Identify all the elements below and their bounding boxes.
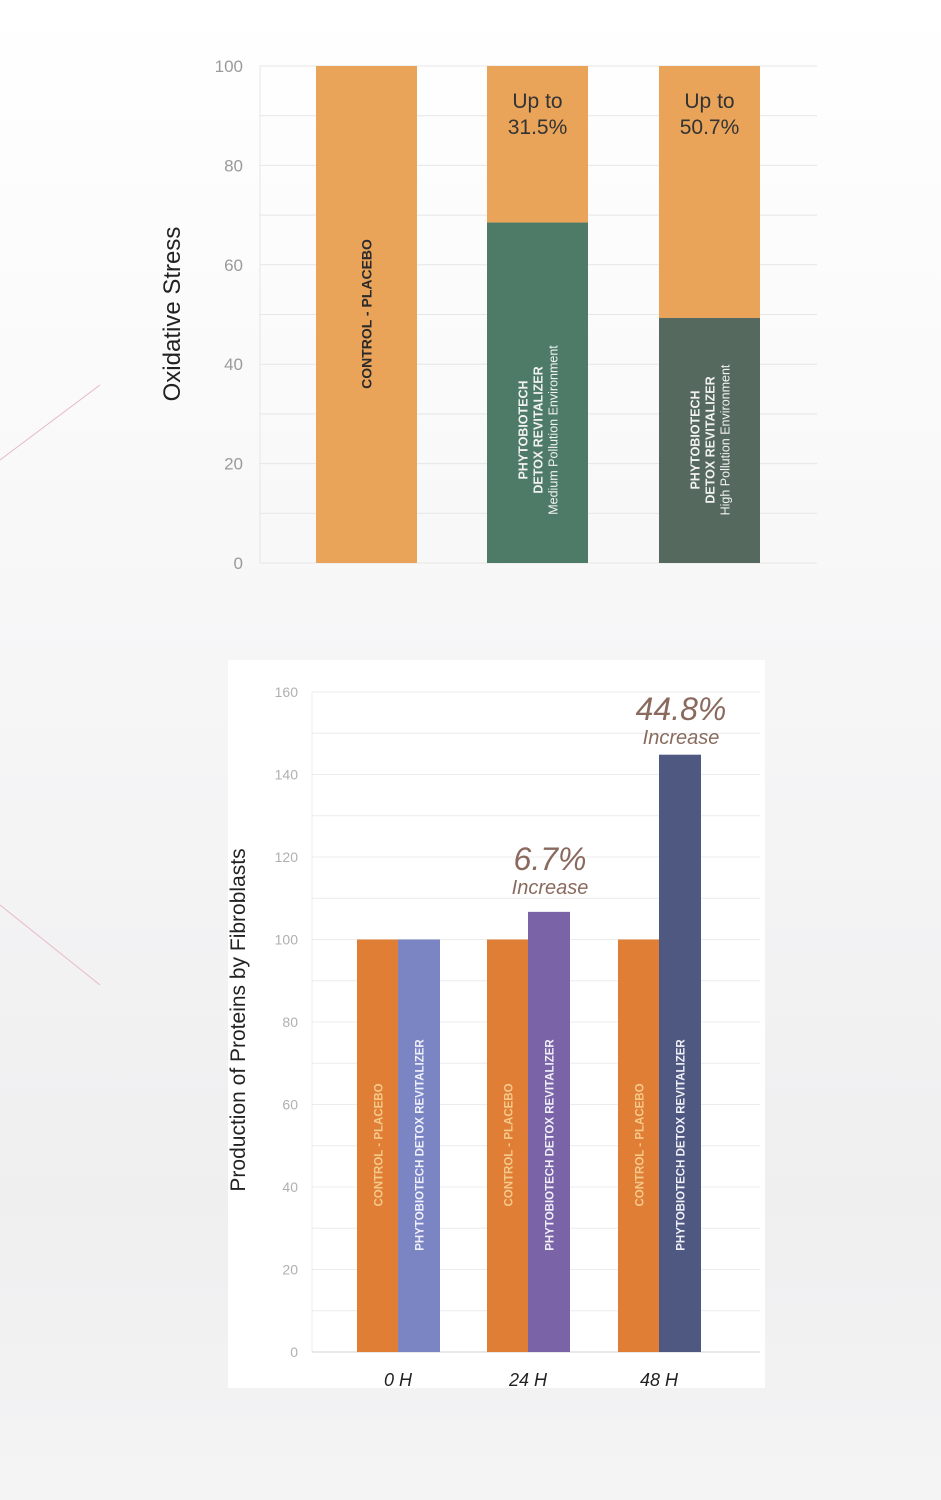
- annotation-text: Up to: [512, 90, 562, 113]
- y-axis-label: Oxidative Stress: [159, 227, 186, 402]
- bar-segment-reduction: [487, 66, 588, 223]
- bar-label: DETOX REVITALIZER: [704, 376, 718, 503]
- bar-label: PHYTOBIOTECH DETOX REVITALIZER: [415, 1039, 427, 1251]
- y-axis-label: Production of Proteins by Fibroblasts: [227, 848, 250, 1191]
- bar-detox-revitalizer: [398, 939, 440, 1352]
- x-tick-label: 48 H: [640, 1370, 679, 1390]
- x-tick-label: 24 H: [508, 1370, 548, 1390]
- bar-label: PHYTOBIOTECH DETOX REVITALIZER: [545, 1039, 557, 1251]
- bar-label: CONTROL - PLACEBO: [374, 1083, 386, 1206]
- bar-label: CONTROL - PLACEBO: [359, 239, 375, 389]
- y-tick-label: 20: [224, 455, 243, 474]
- bar-control-placebo: [487, 939, 528, 1352]
- y-tick-label: 100: [275, 932, 299, 948]
- annotation-text: Up to: [684, 90, 734, 113]
- bar-label: PHYTOBIOTECH: [517, 380, 531, 479]
- annotation-label: Increase: [643, 727, 720, 749]
- y-tick-label: 100: [215, 57, 243, 76]
- bar-segment-reduction: [659, 66, 760, 318]
- oxidative-stress-chart: 0 20 40 60 80 100 Oxidative Stress CONTROL - PL…: [159, 57, 817, 573]
- decorative-line: [0, 384, 101, 461]
- annotation-value: 44.8%: [636, 691, 727, 727]
- y-tick-label: 140: [275, 767, 299, 783]
- y-tick-label: 160: [275, 684, 299, 700]
- y-tick-label: 40: [224, 355, 243, 374]
- x-tick-label: 0 H: [384, 1370, 413, 1390]
- bar-control-placebo: [618, 939, 659, 1352]
- annotation-text: 50.7%: [680, 116, 740, 139]
- decorative-line: [0, 904, 101, 986]
- bar-detox-revitalizer: [528, 911, 570, 1352]
- bar-label: PHYTOBIOTECH: [689, 390, 703, 489]
- bar-label: CONTROL - PLACEBO: [504, 1083, 516, 1206]
- y-tick-label: 120: [275, 849, 299, 865]
- y-tick-label: 80: [224, 156, 243, 175]
- bar-label: CONTROL - PLACEBO: [635, 1083, 647, 1206]
- y-tick-label: 80: [282, 1014, 298, 1030]
- bar-label: High Pollution Environment: [719, 364, 733, 515]
- y-tick-label: 40: [282, 1179, 298, 1195]
- bar-label: PHYTOBIOTECH DETOX REVITALIZER: [676, 1039, 688, 1251]
- annotation-label: Increase: [512, 877, 589, 899]
- protein-production-chart: 0 20 40 60 80 100 120 140 160 Production of Prote…: [227, 684, 760, 1390]
- annotation-value: 6.7%: [514, 841, 587, 877]
- bar-segment-oxidative-stress: [316, 66, 417, 563]
- bar-segment-oxidative-stress: [659, 317, 760, 563]
- y-tick-label: 20: [282, 1262, 298, 1278]
- y-tick-label: 60: [282, 1097, 298, 1113]
- bar-detox-revitalizer: [659, 754, 701, 1352]
- bar-segment-oxidative-stress: [487, 222, 588, 563]
- y-tick-label: 0: [290, 1344, 298, 1360]
- annotation-text: 31.5%: [508, 116, 568, 139]
- y-tick-label: 0: [234, 554, 243, 573]
- bar-control-placebo: [357, 939, 398, 1352]
- y-tick-label: 60: [224, 256, 243, 275]
- bar-label: Medium Pollution Environment: [547, 345, 561, 515]
- bar-label: DETOX REVITALIZER: [532, 366, 546, 493]
